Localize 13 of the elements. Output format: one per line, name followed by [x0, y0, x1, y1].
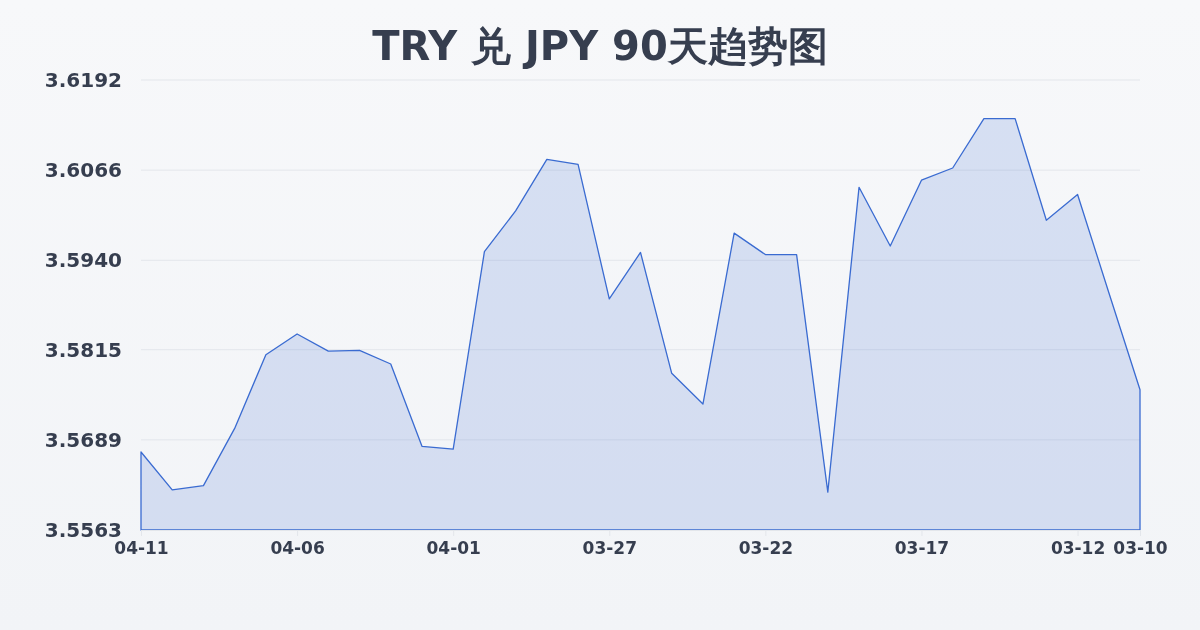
- x-tick-label: 03-17: [894, 538, 950, 559]
- y-tick-label: 3.6066: [44, 158, 122, 183]
- y-tick-label: 3.5689: [44, 427, 122, 452]
- y-tick-label: 3.5815: [44, 337, 122, 362]
- x-tick-label: 03-22: [738, 538, 794, 559]
- chart-title: TRY 兑 JPY 90天趋势图: [372, 23, 828, 69]
- y-tick-label: 3.6192: [44, 67, 122, 92]
- x-tick-label: 03-12: [1050, 538, 1106, 559]
- x-tick-label: 03-10: [1113, 538, 1168, 559]
- x-tick-label: 03-27: [582, 538, 637, 559]
- y-tick-label: 3.5940: [44, 248, 122, 273]
- x-tick-label: 04-06: [270, 538, 325, 559]
- x-tick-label: 04-01: [426, 538, 481, 559]
